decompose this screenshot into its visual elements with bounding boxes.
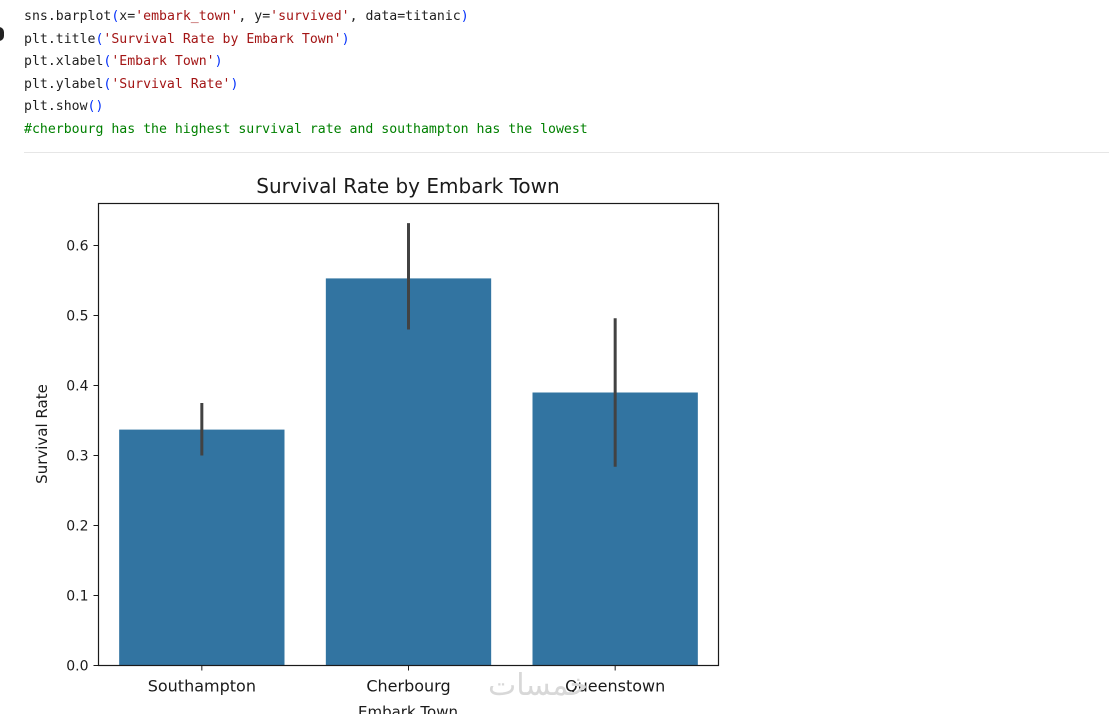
y-tick-label: 0.3 bbox=[66, 449, 88, 465]
code-token: ( bbox=[103, 54, 112, 70]
bar-cherbourg bbox=[325, 278, 492, 666]
code-token: ( bbox=[95, 31, 104, 47]
y-tick-label: 0.5 bbox=[66, 309, 88, 325]
code-line: #cherbourg has the highest survival rate… bbox=[24, 119, 588, 142]
y-tick-label: 0.4 bbox=[66, 379, 88, 395]
code-token: , data=titanic bbox=[349, 9, 461, 24]
code-token: plt.show bbox=[24, 99, 88, 115]
cell-execution-marker bbox=[0, 27, 4, 41]
code-token: , y= bbox=[238, 9, 271, 24]
y-tick-label: 0.2 bbox=[66, 519, 88, 535]
cell-divider bbox=[24, 152, 1109, 153]
code-token: 'Survival Rate by Embark Town' bbox=[103, 31, 342, 47]
code-token: sns.barplot bbox=[24, 9, 112, 24]
code-token: x= bbox=[119, 9, 136, 24]
code-editor[interactable]: sns.barplot(x='embark_town', y='survived… bbox=[24, 6, 588, 142]
code-line: plt.ylabel('Survival Rate') bbox=[24, 74, 588, 97]
code-token: #cherbourg has the highest survival rate… bbox=[24, 121, 588, 137]
code-line: plt.title('Survival Rate by Embark Town'… bbox=[24, 29, 588, 52]
code-line: plt.show() bbox=[24, 96, 588, 119]
code-line: plt.xlabel('Embark Town') bbox=[24, 51, 588, 74]
code-token: plt.ylabel bbox=[24, 76, 104, 92]
x-tick-label: Cherbourg bbox=[366, 677, 450, 696]
code-token: 'survived' bbox=[270, 9, 350, 24]
bar-chart: Survival Rate by Embark Town 0.0 0.1 0.2 0.… bbox=[33, 174, 720, 714]
code-token: plt.title bbox=[24, 31, 96, 47]
code-token: 'Embark Town' bbox=[111, 54, 215, 70]
x-axis-label: Embark Town bbox=[358, 703, 458, 714]
code-token: ) bbox=[460, 9, 469, 24]
code-cell[interactable]: sns.barplot(x='embark_town', y='survived… bbox=[0, 0, 1109, 152]
code-token: ( bbox=[103, 76, 112, 92]
y-tick-label: 0.0 bbox=[66, 659, 88, 675]
x-tick-label: Southampton bbox=[148, 677, 256, 696]
bar-southampton bbox=[119, 429, 285, 666]
code-token: () bbox=[87, 99, 104, 115]
chart-title: Survival Rate by Embark Town bbox=[256, 174, 559, 198]
code-line: sns.barplot(x='embark_town', y='survived… bbox=[24, 6, 588, 29]
y-tick-label: 0.6 bbox=[66, 239, 88, 255]
code-token: ) bbox=[230, 76, 239, 92]
y-tick-label: 0.1 bbox=[66, 589, 88, 605]
code-token: plt.xlabel bbox=[24, 54, 104, 70]
code-token: ) bbox=[214, 54, 223, 70]
code-token: ( bbox=[111, 9, 120, 24]
code-token: 'Survival Rate' bbox=[111, 76, 231, 92]
y-axis-label: Survival Rate bbox=[33, 384, 51, 484]
code-token: 'embark_town' bbox=[135, 9, 239, 24]
x-tick-label: Queenstown bbox=[565, 677, 665, 696]
watermark: خمسات bbox=[488, 668, 589, 703]
code-token: ) bbox=[341, 31, 350, 47]
